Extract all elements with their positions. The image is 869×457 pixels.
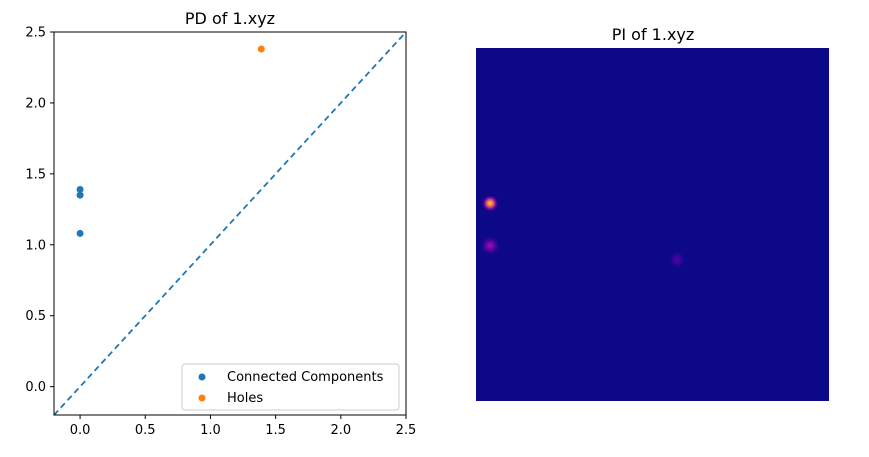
legend-label-holes: Holes [227, 391, 263, 406]
x-tick-label: 1.0 [200, 423, 221, 438]
y-tick-label: 1.0 [25, 238, 46, 253]
persistence-image: PI of 1.xyz [476, 25, 829, 401]
legend-marker-holes [198, 394, 206, 402]
point-holes [257, 45, 265, 53]
y-tick-label: 1.5 [25, 167, 46, 182]
persistence-diagram: PD of 1.xyz 0.0 0.5 1.0 1.5 2.0 2.5 0.0 0.5 1.0 1… [25, 9, 416, 438]
x-tick-label: 2.5 [396, 423, 417, 438]
pd-chart-title: PD of 1.xyz [185, 9, 275, 28]
legend-label-connected-components: Connected Components [227, 370, 384, 385]
legend-marker-connected-components [198, 373, 206, 381]
pd-axes-frame [53, 31, 407, 416]
x-tick-label: 1.5 [265, 423, 286, 438]
y-tick-label: 2.0 [25, 96, 46, 111]
pi-chart-title: PI of 1.xyz [612, 25, 695, 44]
x-tick-label: 2.0 [330, 423, 351, 438]
pi-hotspot [668, 250, 687, 269]
y-tick-label: 2.5 [25, 26, 46, 41]
point-connected-components [76, 185, 84, 193]
pd-plot-area [53, 31, 407, 416]
point-connected-components [76, 229, 84, 237]
point-connected-components [76, 191, 84, 199]
pd-legend: Connected Components Holes [181, 363, 400, 411]
pd-tick-group: 0.0 0.5 1.0 1.5 2.0 2.5 0.0 0.5 1.0 1.5 2.0 2.5 [25, 26, 416, 439]
pi-hotspot [481, 194, 499, 213]
diagonal-line [53, 31, 407, 416]
pi-image-background [476, 48, 829, 401]
pi-hotspot [479, 235, 501, 257]
x-tick-label: 0.5 [135, 423, 156, 438]
pi-hotspot-group [479, 194, 687, 269]
legend-box [181, 363, 400, 411]
x-tick-label: 0.0 [70, 423, 91, 438]
y-tick-label: 0.5 [25, 309, 46, 324]
y-tick-label: 0.0 [25, 380, 46, 395]
